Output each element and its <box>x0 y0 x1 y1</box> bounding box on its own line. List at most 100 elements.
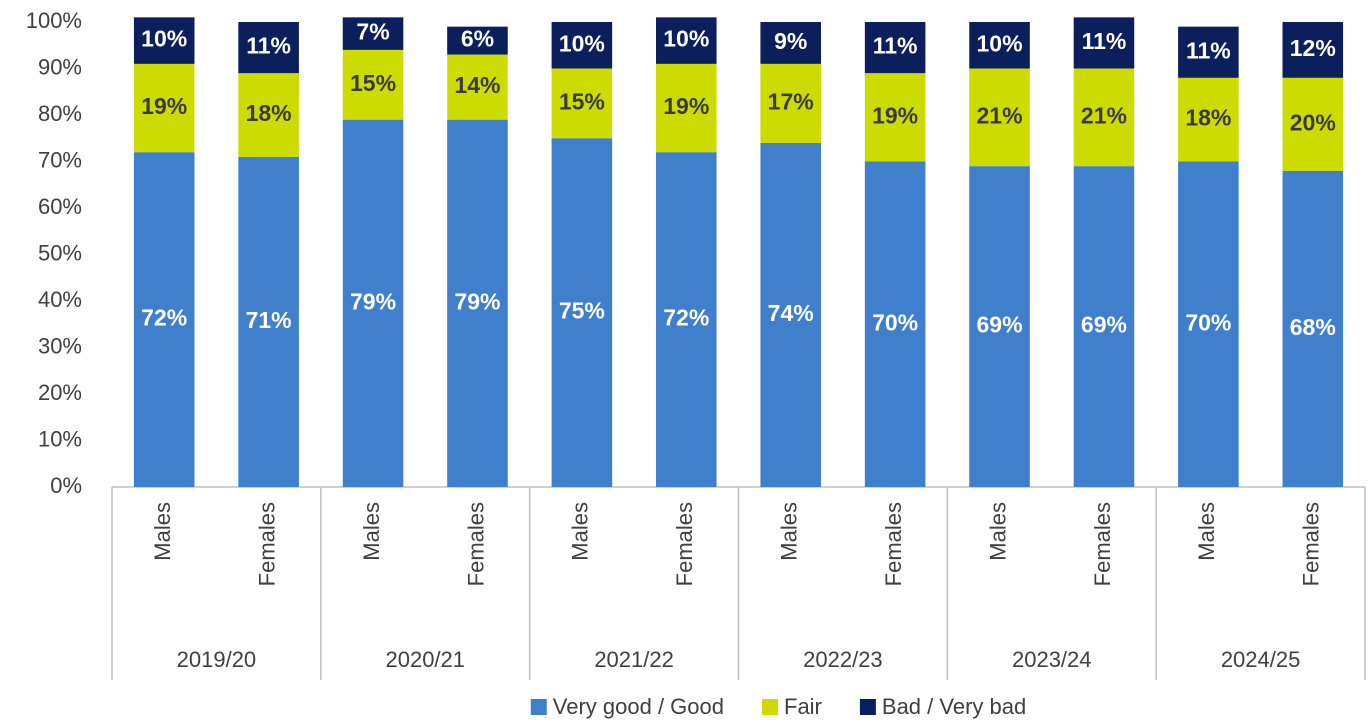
bar-segment <box>551 138 613 487</box>
value-label: 11% <box>1186 37 1231 63</box>
x-tick-label: Males <box>150 502 175 561</box>
x-tick-label: Males <box>359 502 384 561</box>
legend-label: Very good / Good <box>553 694 724 719</box>
bar-segment <box>864 22 926 74</box>
bar-segment <box>133 17 195 64</box>
y-tick-label: 40% <box>38 287 82 312</box>
bar-segment <box>447 26 508 55</box>
bar-segment <box>342 17 404 50</box>
y-tick-label: 10% <box>38 426 82 451</box>
value-label: 11% <box>246 33 291 59</box>
bar-segment <box>969 22 1030 69</box>
value-label: 69% <box>1081 312 1127 338</box>
value-label: 21% <box>1081 102 1127 128</box>
x-tick-label: Males <box>568 502 593 561</box>
group-label: 2022/23 <box>803 647 883 672</box>
y-tick-label: 0% <box>50 473 82 498</box>
value-label: 72% <box>663 305 709 331</box>
x-tick-label: Males <box>777 502 802 561</box>
group-label: 2024/25 <box>1221 647 1301 672</box>
group-label: 2020/21 <box>385 647 465 672</box>
bar-segment <box>1282 170 1344 488</box>
value-label: 71% <box>246 307 292 333</box>
bar-segment <box>133 152 195 487</box>
legend-label: Bad / Very bad <box>882 694 1026 719</box>
bar-segment <box>1178 26 1239 78</box>
value-label: 7% <box>356 19 389 45</box>
bar-segment <box>969 166 1030 487</box>
bar-segment <box>238 156 299 487</box>
value-label: 68% <box>1290 314 1336 340</box>
value-label: 10% <box>559 30 605 56</box>
bar-segment <box>447 119 508 488</box>
bar-segment <box>656 152 717 487</box>
x-tick-label: Females <box>254 502 279 586</box>
bar-segment <box>1178 161 1239 487</box>
value-label: 72% <box>141 305 187 331</box>
value-label: 6% <box>461 26 494 52</box>
legend-swatch <box>762 699 779 715</box>
x-tick-label: Males <box>1194 502 1219 561</box>
bar-segment <box>656 17 717 64</box>
bar-segment <box>1073 68 1135 167</box>
bar-segment <box>342 49 404 120</box>
bar-segment <box>238 73 299 157</box>
value-label: 11% <box>873 33 918 59</box>
value-label: 9% <box>774 28 807 54</box>
value-label: 18% <box>1185 105 1231 131</box>
y-tick-label: 60% <box>38 194 82 219</box>
value-label: 14% <box>454 72 500 98</box>
y-tick-label: 20% <box>38 380 82 405</box>
group-label: 2023/24 <box>1012 647 1092 672</box>
y-tick-label: 80% <box>38 101 82 126</box>
y-tick-label: 30% <box>38 333 82 358</box>
y-tick-label: 90% <box>38 54 82 79</box>
bar-segment <box>864 161 926 487</box>
y-tick-label: 50% <box>38 240 82 265</box>
bar-segment <box>1282 77 1344 171</box>
bar-segment <box>656 63 717 153</box>
group-label: 2021/22 <box>594 647 674 672</box>
value-label: 74% <box>768 300 814 326</box>
bar-segment <box>1282 22 1344 78</box>
bar-segment <box>969 68 1030 167</box>
value-label: 69% <box>977 312 1023 338</box>
value-label: 15% <box>350 70 396 96</box>
x-tick-label: Females <box>672 502 697 586</box>
bar-segment <box>551 22 613 69</box>
bar-segment <box>238 22 299 74</box>
value-label: 10% <box>977 30 1023 56</box>
bar-segment <box>342 119 404 488</box>
bar-segment <box>447 54 508 120</box>
x-tick-label: Females <box>881 502 906 586</box>
bar-segment <box>1178 77 1239 162</box>
value-label: 12% <box>1290 35 1336 61</box>
value-label: 18% <box>246 100 292 126</box>
legend-swatch <box>859 699 876 715</box>
x-tick-label: Females <box>1299 502 1324 586</box>
bar-segment <box>760 63 821 143</box>
value-label: 79% <box>350 288 396 314</box>
group-label: 2019/20 <box>177 647 257 672</box>
x-tick-label: Males <box>985 502 1010 561</box>
value-label: 15% <box>559 88 605 114</box>
value-label: 19% <box>141 93 187 119</box>
value-label: 21% <box>977 102 1023 128</box>
legend-label: Fair <box>784 694 822 719</box>
value-label: 75% <box>559 298 605 324</box>
value-label: 10% <box>141 26 187 52</box>
bar-segment <box>864 73 926 162</box>
value-label: 70% <box>1185 309 1231 335</box>
value-label: 79% <box>454 288 500 314</box>
y-tick-label: 70% <box>38 147 82 172</box>
value-label: 11% <box>1082 28 1127 54</box>
legend-swatch <box>530 699 547 715</box>
value-label: 17% <box>768 88 814 114</box>
value-label: 20% <box>1290 109 1336 135</box>
x-tick-label: Females <box>1090 502 1115 586</box>
value-label: 19% <box>872 102 918 128</box>
bar-segment <box>133 63 195 153</box>
bar-segment <box>1073 17 1135 69</box>
bar-segment <box>1073 166 1135 487</box>
